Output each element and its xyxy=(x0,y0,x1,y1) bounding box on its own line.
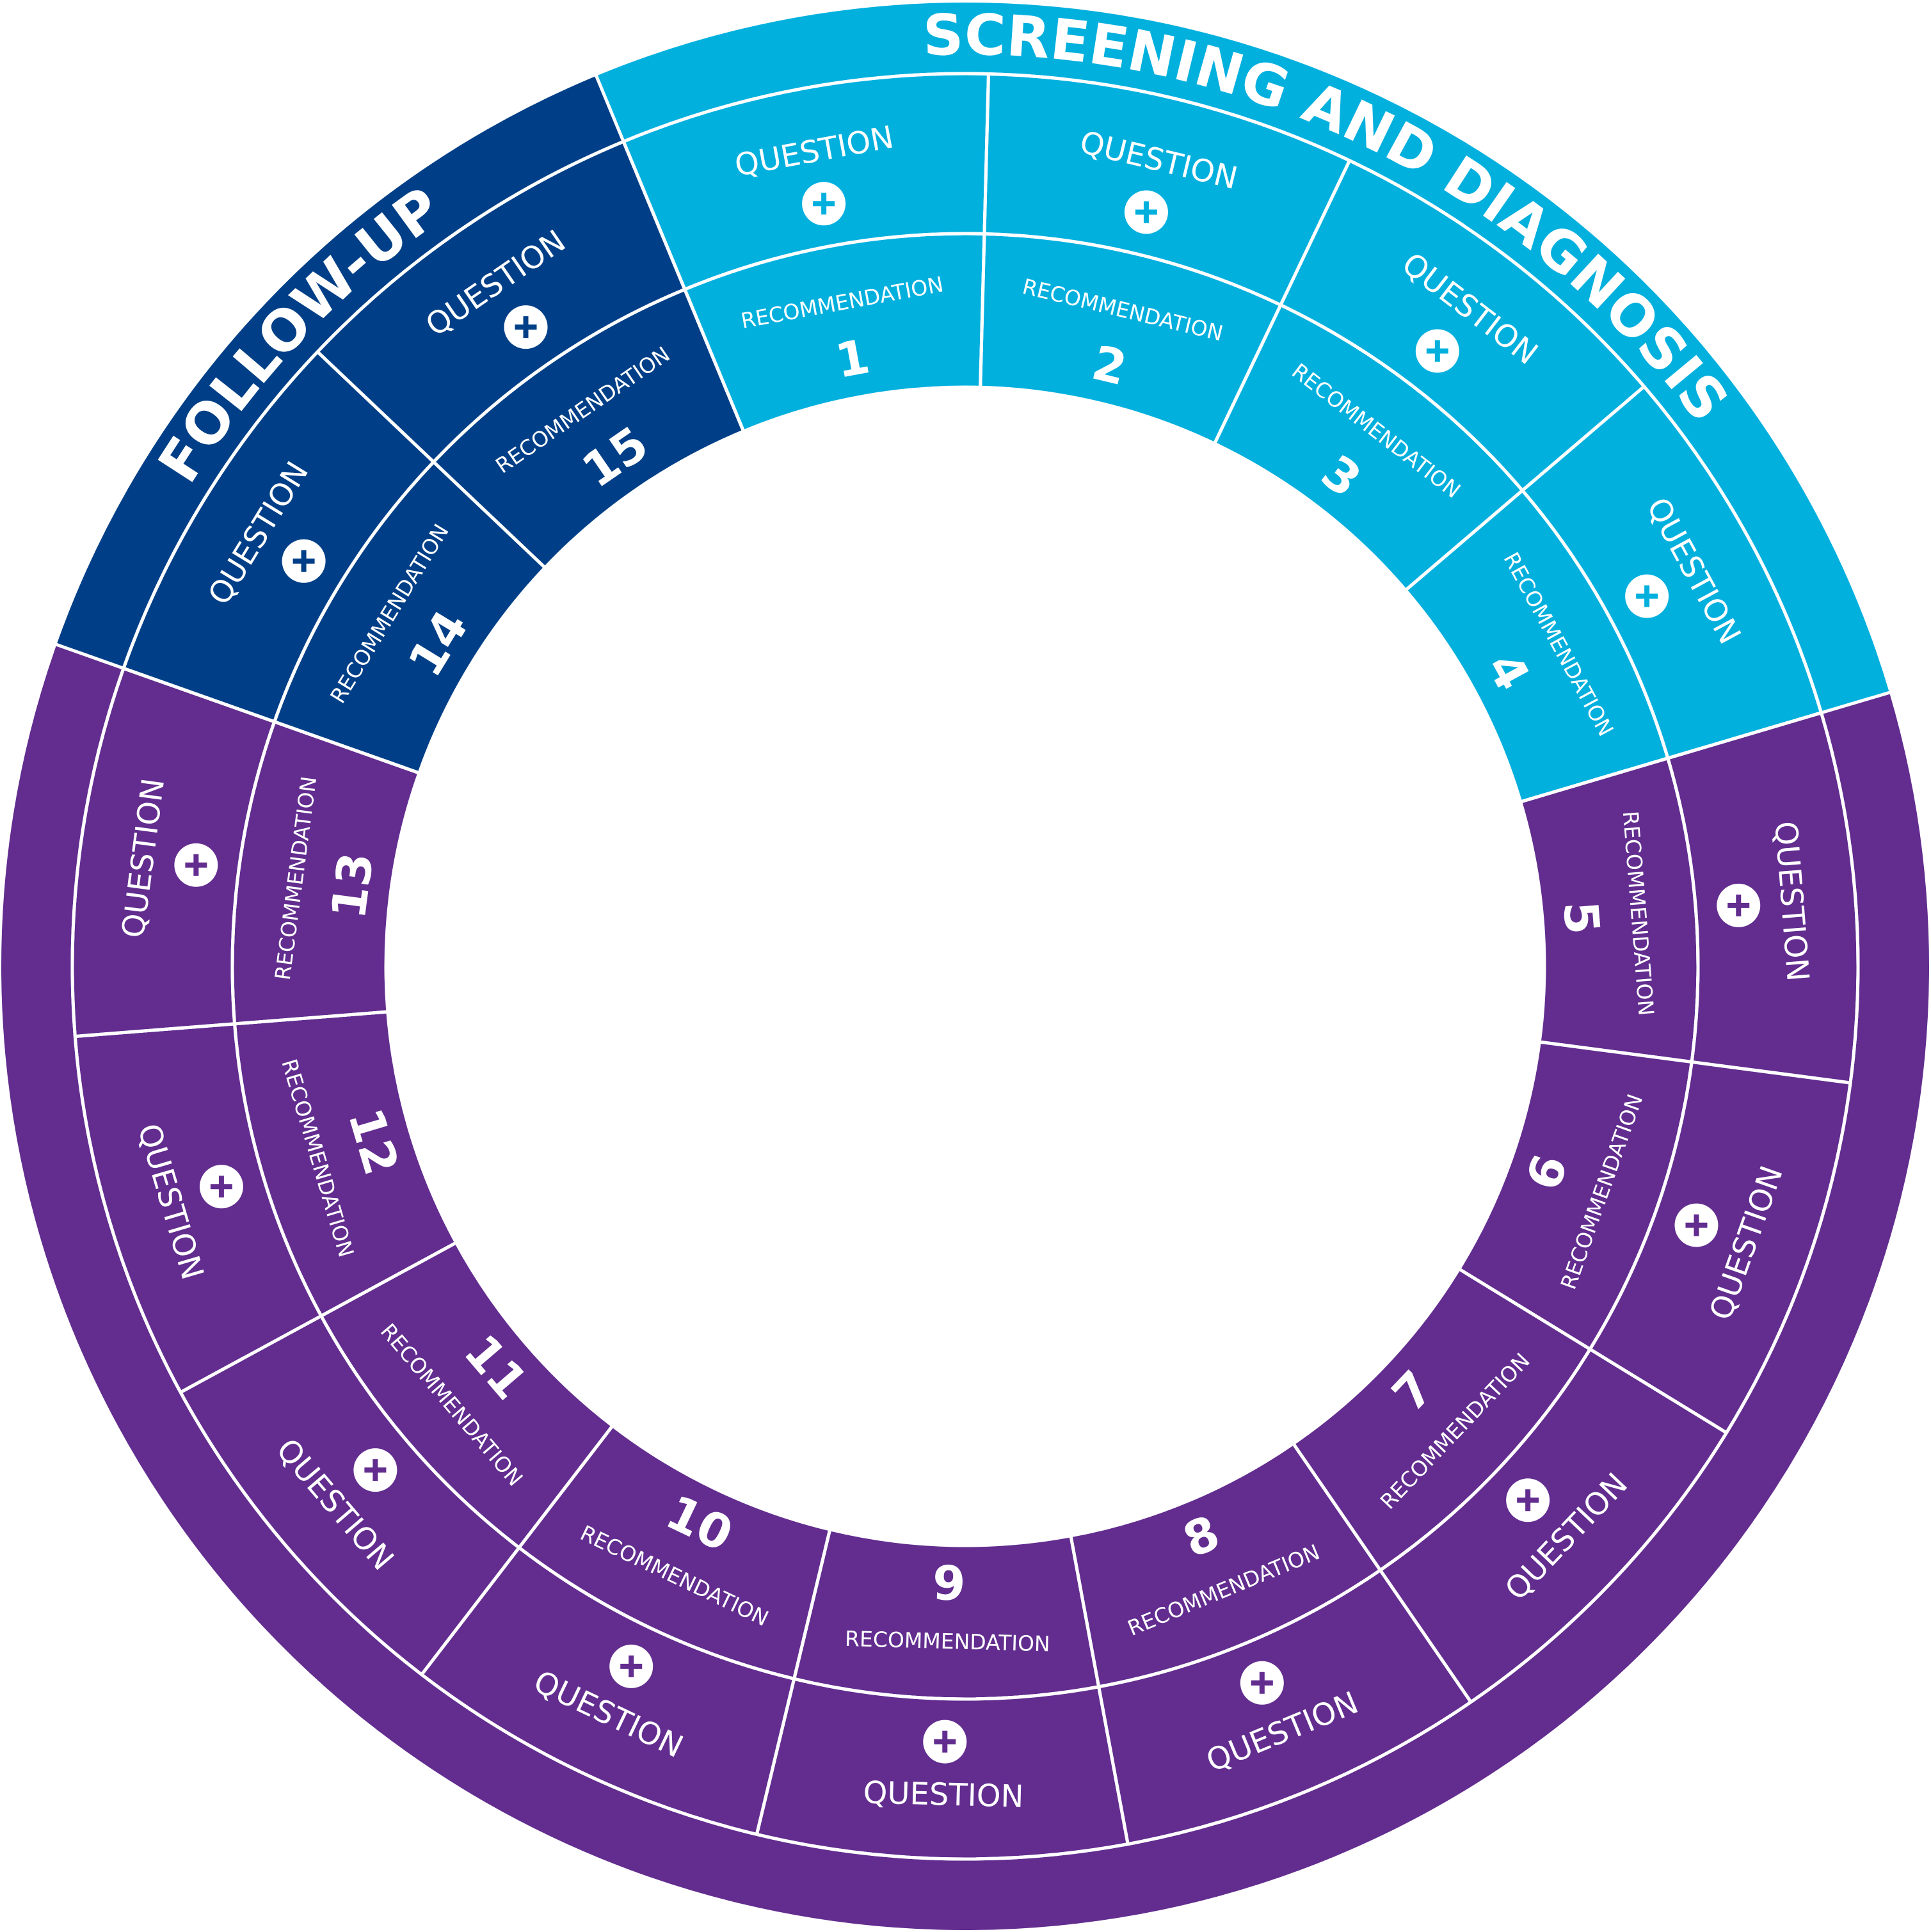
wheel-dividers xyxy=(54,72,1892,1861)
wedge-divider xyxy=(179,1241,457,1394)
segment-13 xyxy=(70,666,421,1038)
wedge-divider xyxy=(316,350,547,569)
plus-circle-icon[interactable] xyxy=(802,182,846,226)
category-title-management: MANAGEMENT OF DEPRESSION xyxy=(461,1182,1454,1384)
plus-circle-icon[interactable] xyxy=(923,1720,967,1764)
recommendation-number: 5 xyxy=(1552,899,1610,936)
plus-circle-icon[interactable] xyxy=(1625,574,1669,618)
plus-circle-icon[interactable] xyxy=(199,1165,243,1209)
category-boundary xyxy=(1520,691,1892,804)
wedge-divider xyxy=(1404,385,1646,592)
recommendation-cell-9[interactable] xyxy=(792,1528,1101,1701)
recommendation-number: 13 xyxy=(321,849,385,922)
category-boundary xyxy=(594,73,745,432)
recommendation-number: 9 xyxy=(932,1556,966,1611)
wheel-sectors xyxy=(1,3,1929,1930)
plus-circle-icon[interactable] xyxy=(609,1644,653,1688)
category-boundary xyxy=(54,642,420,775)
plus-circle-icon[interactable] xyxy=(1674,1203,1719,1247)
question-label: QUESTION xyxy=(863,1775,1024,1815)
plus-circle-icon[interactable] xyxy=(504,305,548,349)
wedge-divider xyxy=(420,1425,614,1676)
ring-border xyxy=(230,232,1700,1701)
wedge-divider xyxy=(1213,159,1351,445)
recommendation-label: RECOMMENDATION xyxy=(845,1626,1051,1656)
wedge-divider xyxy=(1292,1442,1473,1704)
recommendation-cell-5[interactable] xyxy=(1519,756,1700,1064)
plus-circle-icon[interactable] xyxy=(1415,329,1459,373)
question-cell-9[interactable] xyxy=(755,1677,1130,1861)
plus-circle-icon[interactable] xyxy=(282,539,326,583)
plus-circle-icon[interactable] xyxy=(174,843,218,887)
wedge-divider xyxy=(1069,1535,1130,1845)
ring-border xyxy=(70,72,1860,1861)
plus-circle-icon[interactable] xyxy=(1717,883,1761,927)
wedge-divider xyxy=(755,1529,832,1835)
plus-circle-icon[interactable] xyxy=(1124,190,1168,234)
plus-circle-icon[interactable] xyxy=(1506,1478,1550,1522)
wedge-divider xyxy=(75,1010,388,1038)
segment-9 xyxy=(755,1528,1130,1861)
wedge-divider xyxy=(1458,1267,1727,1435)
wedge-divider xyxy=(979,74,991,388)
wedge-divider xyxy=(1539,1040,1851,1085)
plus-circle-icon[interactable] xyxy=(1240,1661,1284,1705)
plus-circle-icon[interactable] xyxy=(353,1448,397,1492)
